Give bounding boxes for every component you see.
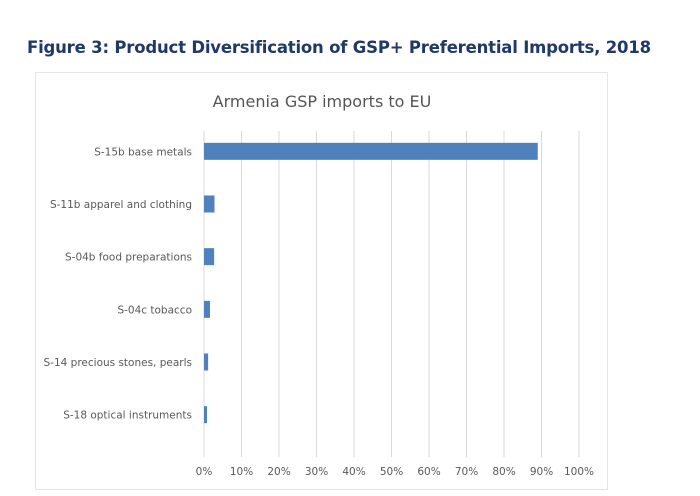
bar bbox=[204, 300, 210, 318]
category-label: S-11b apparel and clothing bbox=[50, 199, 192, 211]
x-tick-label: 30% bbox=[305, 466, 328, 478]
category-labels: S-15b base metals S-11b apparel and cloth… bbox=[44, 146, 192, 421]
x-tick-label: 60% bbox=[417, 466, 440, 478]
x-tick-label: 90% bbox=[530, 466, 553, 478]
x-tick-label: 80% bbox=[492, 466, 515, 478]
bar bbox=[204, 142, 538, 160]
bars bbox=[204, 142, 538, 424]
category-label: S-04b food preparations bbox=[65, 252, 192, 264]
bar bbox=[204, 353, 209, 371]
bar bbox=[204, 195, 215, 213]
x-tick-label: 20% bbox=[267, 466, 290, 478]
x-tick-label: 100% bbox=[564, 466, 594, 478]
category-label: S-14 precious stones, pearls bbox=[44, 357, 192, 369]
category-label: S-15b base metals bbox=[94, 146, 192, 158]
x-tick-labels: 0% 10% 20% 30% 40% 50% 60% 70% 80% 90% 100% bbox=[196, 466, 594, 478]
bar bbox=[204, 248, 215, 266]
x-tick-label: 0% bbox=[196, 466, 213, 478]
gridlines bbox=[203, 131, 580, 457]
bar-chart: Armenia GSP imports to EU S-15b base met… bbox=[44, 92, 595, 478]
figure-title: Figure 3: Product Diversification of GSP… bbox=[27, 38, 651, 57]
x-tick-label: 40% bbox=[342, 466, 365, 478]
x-tick-label: 10% bbox=[230, 466, 253, 478]
x-tick-label: 50% bbox=[380, 466, 403, 478]
chart-title: Armenia GSP imports to EU bbox=[213, 92, 432, 111]
category-label: S-04c tobacco bbox=[117, 304, 192, 316]
category-label: S-18 optical instruments bbox=[63, 410, 192, 422]
chart-container: Armenia GSP imports to EU S-15b base met… bbox=[35, 72, 608, 490]
x-tick-label: 70% bbox=[455, 466, 478, 478]
bar bbox=[204, 406, 207, 424]
